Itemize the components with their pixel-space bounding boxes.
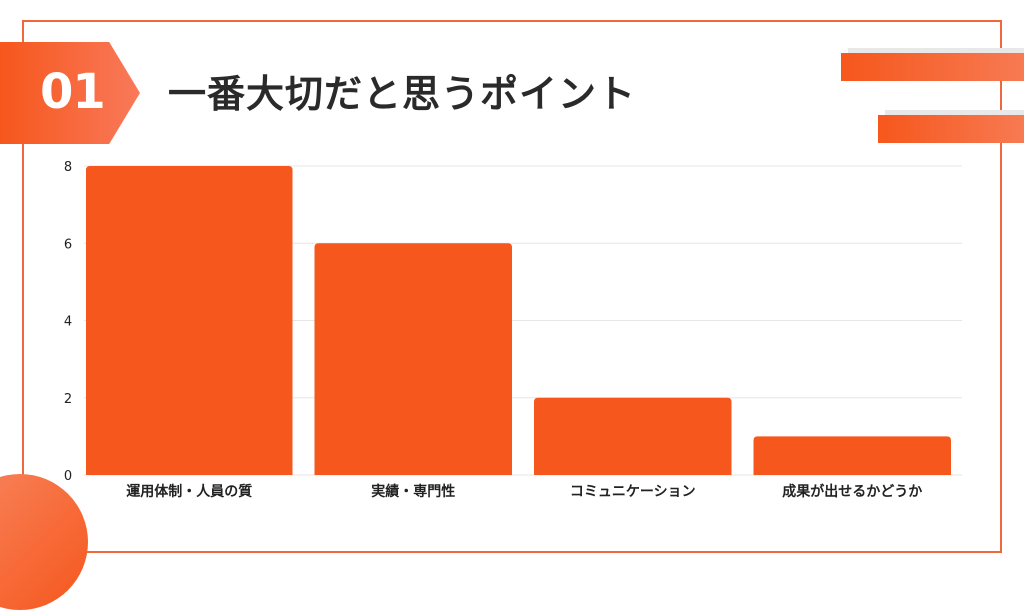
y-axis-ticks: 0 2 4 6 8 [64,160,72,484]
bar-chart: 0 2 4 6 8 運用体制・人員の質 実績・専門性 コミュニケーション 成果が出せるかどうか [64,160,962,500]
x-category-label: コミュニケーション [570,484,696,500]
section-number-badge [0,42,140,144]
bar [534,397,732,475]
decor-bar-bottom [878,115,1024,143]
slide-frame [22,20,1002,553]
y-tick-label: 8 [64,160,72,175]
x-category-label: 成果が出せるかどうか [782,483,922,500]
y-tick-label: 0 [64,469,72,484]
x-category-label: 実績・専門性 [371,483,455,500]
decor-bar-shadow-bottom [885,110,1024,115]
decor-bar-top [841,53,1024,81]
page-title: 一番大切だと思うポイント [168,72,637,116]
y-tick-label: 6 [64,237,72,252]
y-tick-label: 2 [64,392,72,407]
section-number: 01 [40,64,106,120]
x-axis-labels: 運用体制・人員の質 実績・専門性 コミュニケーション 成果が出せるかどうか [126,483,922,500]
x-category-label: 運用体制・人員の質 [126,483,252,500]
decor-bar-shadow-top [848,48,1024,53]
y-tick-label: 4 [64,315,72,330]
bar [753,436,951,475]
bar [86,166,293,475]
bars [86,166,951,475]
bar [314,243,512,475]
